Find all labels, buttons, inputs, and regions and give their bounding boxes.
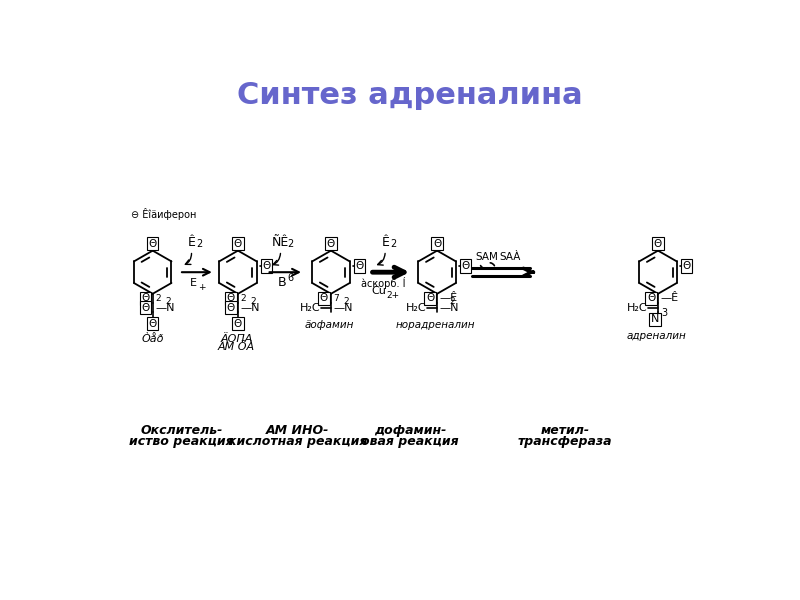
Text: трансфераза: трансфераза	[518, 435, 612, 448]
Text: —N: —N	[334, 302, 353, 313]
Text: SAÀ: SAÀ	[499, 252, 521, 262]
Text: 2+: 2+	[386, 290, 400, 299]
Text: Θ: Θ	[433, 239, 442, 249]
Text: ⊖ Êîäиферон: ⊖ Êîäиферон	[131, 208, 196, 220]
Text: —N: —N	[155, 302, 174, 313]
Text: ÀМ ÕÀ: ÀМ ÕÀ	[218, 341, 255, 352]
Text: äофамин: äофамин	[305, 320, 354, 330]
Text: H₂C: H₂C	[626, 302, 647, 313]
Text: Θ: Θ	[654, 239, 662, 249]
Text: Θ: Θ	[149, 239, 157, 249]
Text: Ê: Ê	[382, 236, 389, 249]
Text: 2: 2	[240, 294, 246, 303]
Text: —Ê: —Ê	[439, 293, 458, 304]
Text: —Ê: —Ê	[660, 293, 678, 304]
Text: 2: 2	[286, 239, 293, 249]
Text: Θ: Θ	[262, 261, 270, 271]
Text: 6: 6	[287, 273, 294, 283]
Text: овая реакция: овая реакция	[361, 435, 459, 448]
Text: SAM: SAM	[476, 252, 498, 262]
Text: ÑÊ: ÑÊ	[272, 236, 290, 249]
Text: 2: 2	[155, 294, 161, 303]
Text: 2: 2	[165, 297, 170, 306]
Text: Θ: Θ	[142, 293, 150, 304]
Text: àскорб. Í: àскорб. Í	[362, 277, 406, 289]
Text: Θ: Θ	[682, 261, 691, 271]
Text: Е: Е	[190, 278, 197, 288]
Text: ÄОПА: ÄОПА	[220, 334, 253, 344]
Text: 2: 2	[390, 239, 396, 249]
Text: 2: 2	[250, 297, 256, 306]
Text: Синтез адреналина: Синтез адреналина	[237, 80, 583, 110]
Text: Окслитель-: Окслитель-	[140, 424, 222, 437]
Text: Θ: Θ	[227, 302, 235, 313]
Text: кислотная реакция: кислотная реакция	[228, 435, 367, 448]
Text: Θ: Θ	[227, 293, 235, 304]
Text: Ê: Ê	[187, 236, 195, 249]
Text: —N: —N	[439, 302, 459, 313]
Text: иство реакция: иство реакция	[129, 435, 234, 448]
Text: 2: 2	[450, 297, 455, 306]
Text: Θ: Θ	[462, 261, 470, 271]
Text: Θ: Θ	[320, 293, 328, 304]
Text: Θ: Θ	[234, 319, 242, 329]
Text: Θ: Θ	[327, 239, 335, 249]
Text: дофамин-: дофамин-	[374, 424, 446, 437]
Text: Θ: Θ	[149, 319, 157, 329]
Text: адреналин: адреналин	[626, 331, 686, 341]
Text: Θ: Θ	[142, 302, 150, 313]
Text: 2: 2	[196, 239, 202, 249]
Text: H₂C: H₂C	[406, 302, 426, 313]
Text: Θ: Θ	[234, 239, 242, 249]
Text: +: +	[198, 283, 206, 292]
Text: Òåð: Òåð	[142, 334, 164, 344]
Text: 2: 2	[343, 297, 349, 306]
Text: норадреналин: норадреналин	[396, 320, 475, 330]
Text: N: N	[650, 314, 659, 324]
Text: 3: 3	[661, 308, 667, 319]
Text: —N: —N	[240, 302, 260, 313]
Text: Cu: Cu	[371, 286, 386, 296]
Text: Θ: Θ	[647, 293, 655, 304]
Text: АМ ИНО-: АМ ИНО-	[266, 424, 330, 437]
Text: B: B	[278, 277, 286, 289]
Text: Θ: Θ	[355, 261, 364, 271]
Text: Θ: Θ	[426, 293, 434, 304]
Text: метил-: метил-	[541, 424, 590, 437]
Text: H₂C: H₂C	[299, 302, 320, 313]
Text: 7: 7	[334, 294, 339, 303]
